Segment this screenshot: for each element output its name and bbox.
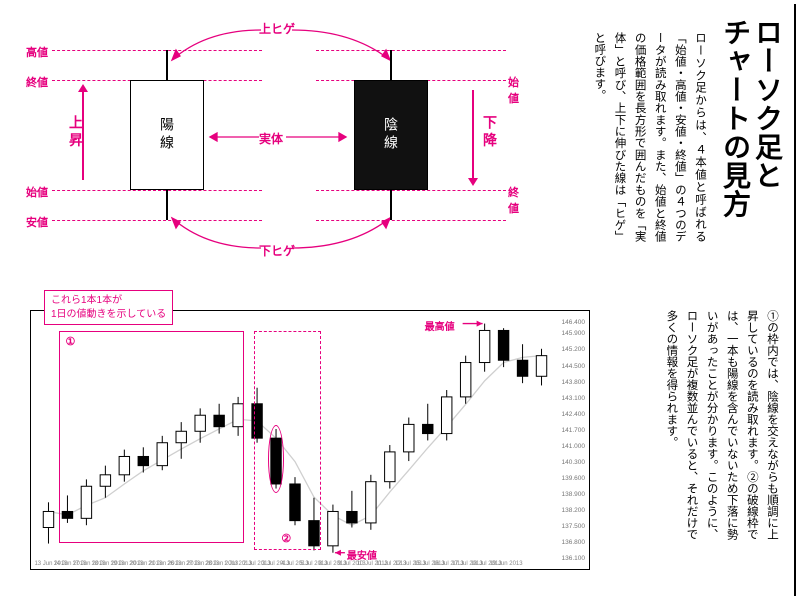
arrow-down: [472, 90, 474, 180]
ytick: 141.000: [562, 443, 586, 450]
ytick: 138.900: [562, 491, 586, 498]
yang-body-text: 陽線: [157, 117, 177, 153]
dash-high-r: [316, 50, 506, 51]
region-2-number: ②: [281, 532, 291, 545]
dash-open-l: [52, 190, 262, 191]
label-open: 始値: [26, 184, 48, 200]
ptr-upperwick-left: [166, 26, 276, 66]
yang-body: 陽線: [130, 80, 204, 190]
ytick: 136.100: [562, 555, 586, 562]
ytick: 136.800: [562, 539, 586, 546]
paragraph-bottom: ①の枠内では、陰線を交えながらも順調に上昇しているのを読み取れます。②の破線枠で…: [607, 310, 782, 540]
chart-note-line1: これら1本1本が: [51, 294, 166, 308]
y-axis-ticks: 136.100 136.800 137.500 138.200 138.900 139.6…: [553, 315, 587, 565]
label-low: 安値: [26, 214, 48, 230]
ytick: 143.100: [562, 395, 586, 402]
page-right-rule: [794, 4, 796, 596]
dash-low-r: [316, 220, 506, 221]
label-down: 下降: [480, 115, 500, 150]
ytick: 137.500: [562, 523, 586, 530]
ptr-lowerwick-left: [166, 212, 276, 252]
label-close-r: 終値: [508, 184, 526, 216]
label-chart-low: 最安値: [347, 547, 377, 562]
ytick: 145.900: [562, 330, 586, 337]
region-1-number: ①: [65, 335, 75, 348]
ytick: 146.400: [562, 319, 586, 326]
ptr-body-right: [286, 125, 356, 155]
candlestick-chart: ① ② 最高値 最安値 136.100 136.800 137.500 138.200…: [30, 310, 590, 570]
ptr-body-left: [204, 125, 264, 155]
ytick: 144.500: [562, 363, 586, 370]
candlestick-anatomy-diagram: 高値 終値 始値 安値 陽線 上昇 実体 上ヒゲ 下ヒゲ 始値: [16, 20, 526, 280]
highlight-ellipse: [268, 425, 284, 493]
ptr-upperwick-right: [292, 26, 402, 66]
region-1-solid: [59, 331, 243, 543]
ytick: 142.400: [562, 411, 586, 418]
region-2-dash: [254, 331, 321, 550]
yin-body-text: 陰線: [381, 117, 401, 153]
ytick: 141.700: [562, 427, 586, 434]
ytick: 139.600: [562, 475, 586, 482]
paragraph-top: ローソク足からは、４本値と呼ばれる「始値・高値・安値・終値」の４つのデータが読み…: [570, 32, 710, 242]
title-col-2: チャートの見方: [721, 18, 750, 218]
dash-close-r: [316, 190, 506, 191]
yin-body: 陰線: [354, 80, 428, 190]
ytick: 145.200: [562, 346, 586, 353]
label-high: 高値: [26, 44, 48, 60]
label-up: 上昇: [66, 115, 86, 150]
ptr-lowerwick-right: [292, 212, 402, 252]
label-open-r: 始値: [508, 74, 526, 106]
label-chart-high: 最高値: [425, 318, 455, 333]
label-close: 終値: [26, 74, 48, 90]
title-col-1: ローソク足と: [753, 18, 782, 189]
chart-note-line2: 1日の値動きを示している: [51, 308, 166, 322]
ytick: 138.200: [562, 507, 586, 514]
xtick: 19 Jun 2013: [490, 561, 523, 567]
ytick: 140.300: [562, 459, 586, 466]
chart-note-box: これら1本1本が 1日の値動きを示している: [44, 290, 173, 325]
ytick: 143.800: [562, 379, 586, 386]
